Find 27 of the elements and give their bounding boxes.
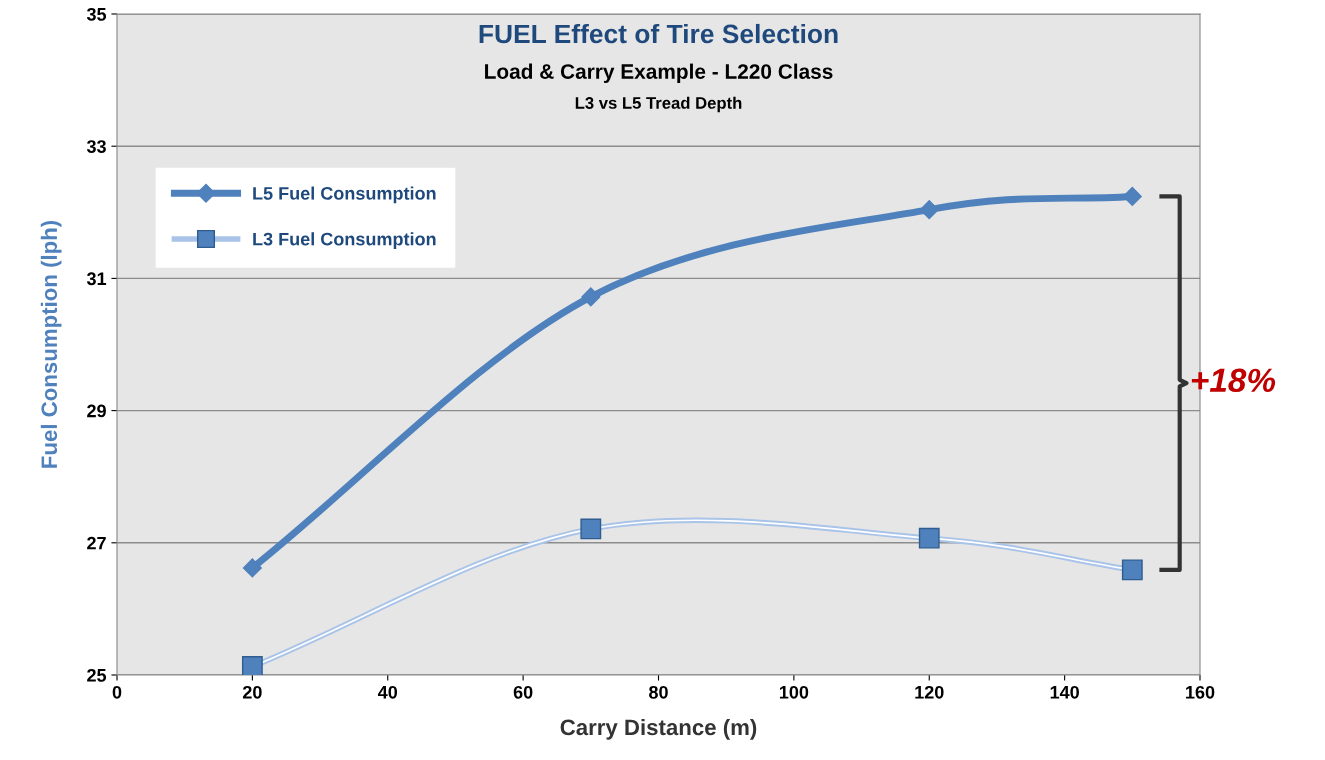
- point: [581, 287, 601, 307]
- y-tick-label: 25: [87, 668, 107, 682]
- point: [242, 558, 262, 578]
- text: Load & Carry Example - L220 Class: [485, 63, 833, 83]
- annotation: L3 vs L5 Tread Depth: [575, 96, 742, 113]
- y-tick-label: 35: [86, 7, 107, 21]
- y-tick-label: 29: [87, 404, 106, 418]
- y-tick-label: 27: [87, 536, 106, 550]
- x-tick-label: 40: [377, 685, 398, 699]
- x-axis-title: Carry Distance (m): [560, 718, 757, 740]
- x-tick-label: 80: [649, 685, 668, 699]
- x-tick-label: 20: [242, 685, 262, 699]
- point: [1122, 186, 1142, 206]
- x-tick-label: 140: [1050, 685, 1079, 699]
- y-tick-label: 31: [86, 272, 107, 286]
- annotation: +18%: [1191, 368, 1276, 393]
- y-axis-title: Fuel Consumption (lph): [40, 220, 62, 468]
- chart-title: FUEL Effect of Tire Selection: [479, 23, 838, 44]
- x-tick-label: 160: [1186, 685, 1215, 699]
- y-tick-label: 33: [86, 140, 106, 153]
- x-tick-label: 100: [779, 685, 809, 699]
- x-tick-label: 60: [513, 685, 533, 699]
- x-tick-label: 0: [112, 685, 122, 699]
- x-tick-label: 120: [915, 685, 944, 699]
- point: [919, 200, 939, 220]
- legend-label: L3 Fuel Consumption: [253, 232, 436, 250]
- legend-label: L5 Fuel Consumption: [253, 186, 436, 204]
